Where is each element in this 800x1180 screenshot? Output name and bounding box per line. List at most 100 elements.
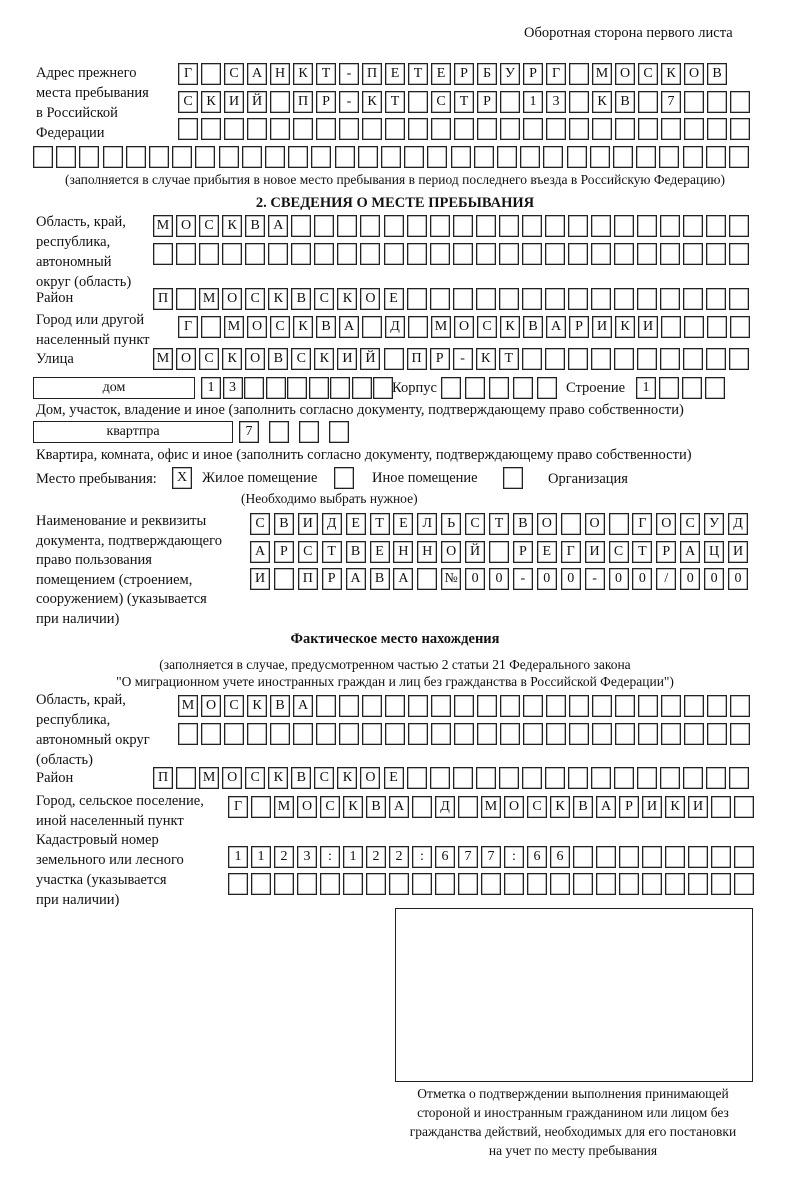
char-box[interactable] bbox=[441, 377, 461, 399]
char-box[interactable] bbox=[172, 146, 193, 168]
char-box[interactable]: С bbox=[199, 215, 220, 237]
char-box[interactable] bbox=[360, 215, 381, 237]
char-box[interactable]: О bbox=[584, 513, 605, 535]
char-box[interactable] bbox=[247, 118, 267, 140]
char-box[interactable] bbox=[730, 695, 750, 717]
char-box[interactable] bbox=[56, 146, 77, 168]
char-box[interactable]: А bbox=[389, 796, 409, 818]
char-box[interactable]: О bbox=[360, 288, 381, 310]
char-box[interactable] bbox=[329, 421, 349, 443]
char-box[interactable]: Д bbox=[321, 513, 342, 535]
char-box[interactable] bbox=[417, 568, 438, 590]
char-box[interactable] bbox=[707, 695, 727, 717]
char-box[interactable] bbox=[366, 873, 386, 895]
char-box[interactable] bbox=[706, 767, 727, 789]
char-box[interactable]: - bbox=[584, 568, 605, 590]
char-box[interactable] bbox=[521, 215, 542, 237]
char-box[interactable] bbox=[498, 243, 519, 265]
char-box[interactable]: М bbox=[274, 796, 294, 818]
char-box[interactable] bbox=[546, 118, 566, 140]
char-box[interactable]: Д bbox=[435, 796, 455, 818]
char-box[interactable] bbox=[637, 348, 658, 370]
char-box[interactable]: О bbox=[222, 767, 243, 789]
char-box[interactable]: В bbox=[270, 695, 290, 717]
char-box[interactable] bbox=[550, 873, 570, 895]
char-box[interactable]: М bbox=[481, 796, 501, 818]
char-box[interactable]: / bbox=[656, 568, 677, 590]
char-box[interactable]: Б bbox=[477, 63, 497, 85]
char-box[interactable]: Т bbox=[321, 541, 342, 563]
char-box[interactable] bbox=[707, 316, 727, 338]
house-type-field[interactable]: дом bbox=[33, 377, 195, 399]
char-box[interactable] bbox=[544, 348, 565, 370]
char-box[interactable]: А bbox=[546, 316, 566, 338]
char-box[interactable]: 3 bbox=[297, 846, 317, 868]
char-box[interactable] bbox=[383, 215, 404, 237]
char-box[interactable] bbox=[244, 377, 264, 399]
char-box[interactable]: И bbox=[638, 316, 658, 338]
char-box[interactable] bbox=[316, 695, 336, 717]
char-box[interactable] bbox=[521, 348, 542, 370]
char-box[interactable]: В bbox=[273, 513, 294, 535]
flat-type-field[interactable]: квартпра bbox=[33, 421, 233, 443]
char-box[interactable]: С bbox=[477, 316, 497, 338]
char-box[interactable] bbox=[567, 288, 588, 310]
char-box[interactable] bbox=[475, 215, 496, 237]
char-box[interactable] bbox=[614, 767, 634, 789]
char-box[interactable] bbox=[498, 288, 519, 310]
char-box[interactable]: О bbox=[176, 215, 197, 237]
char-box[interactable]: Т bbox=[632, 541, 653, 563]
char-box[interactable]: Р bbox=[273, 541, 294, 563]
char-box[interactable] bbox=[729, 215, 750, 237]
char-box[interactable] bbox=[385, 723, 405, 745]
char-box[interactable]: К bbox=[615, 316, 635, 338]
char-box[interactable]: 7 bbox=[481, 846, 501, 868]
char-box[interactable]: К bbox=[222, 348, 243, 370]
char-box[interactable]: С bbox=[224, 63, 244, 85]
char-box[interactable]: 0 bbox=[536, 568, 557, 590]
char-box[interactable]: А bbox=[293, 695, 313, 717]
char-box[interactable] bbox=[523, 723, 543, 745]
char-box[interactable] bbox=[500, 695, 520, 717]
char-box[interactable]: К bbox=[314, 348, 335, 370]
char-box[interactable]: 1 bbox=[201, 377, 221, 399]
char-box[interactable] bbox=[265, 377, 286, 399]
char-box[interactable]: И bbox=[688, 796, 708, 818]
char-box[interactable]: К bbox=[293, 63, 313, 85]
char-box[interactable]: О bbox=[454, 316, 474, 338]
char-box[interactable]: М bbox=[153, 215, 173, 237]
char-box[interactable] bbox=[614, 215, 634, 237]
char-box[interactable] bbox=[316, 118, 336, 140]
char-box[interactable]: М bbox=[431, 316, 451, 338]
char-box[interactable]: М bbox=[592, 63, 612, 85]
char-box[interactable]: К bbox=[500, 316, 520, 338]
char-box[interactable] bbox=[458, 873, 478, 895]
char-box[interactable]: 2 bbox=[389, 846, 409, 868]
char-box[interactable]: Г bbox=[560, 541, 581, 563]
char-box[interactable] bbox=[339, 118, 359, 140]
char-box[interactable]: 6 bbox=[550, 846, 570, 868]
char-box[interactable]: В bbox=[345, 541, 366, 563]
char-box[interactable]: Р bbox=[477, 91, 497, 113]
char-box[interactable]: 7 bbox=[661, 91, 681, 113]
char-box[interactable]: П bbox=[153, 767, 173, 789]
char-box[interactable]: К bbox=[268, 767, 289, 789]
char-box[interactable] bbox=[544, 215, 565, 237]
char-box[interactable] bbox=[569, 695, 589, 717]
char-box[interactable] bbox=[523, 118, 543, 140]
char-box[interactable] bbox=[637, 243, 658, 265]
char-box[interactable] bbox=[412, 796, 432, 818]
char-box[interactable] bbox=[270, 91, 290, 113]
char-box[interactable]: - bbox=[339, 63, 359, 85]
char-box[interactable] bbox=[682, 146, 703, 168]
char-box[interactable] bbox=[429, 767, 450, 789]
char-box[interactable]: С bbox=[245, 288, 266, 310]
char-box[interactable]: Р bbox=[321, 568, 342, 590]
char-box[interactable]: Ц bbox=[704, 541, 725, 563]
char-box[interactable] bbox=[544, 767, 565, 789]
char-box[interactable]: Р bbox=[523, 63, 543, 85]
char-box[interactable] bbox=[195, 146, 216, 168]
char-box[interactable] bbox=[222, 243, 243, 265]
char-box[interactable]: - bbox=[452, 348, 473, 370]
char-box[interactable] bbox=[274, 873, 294, 895]
